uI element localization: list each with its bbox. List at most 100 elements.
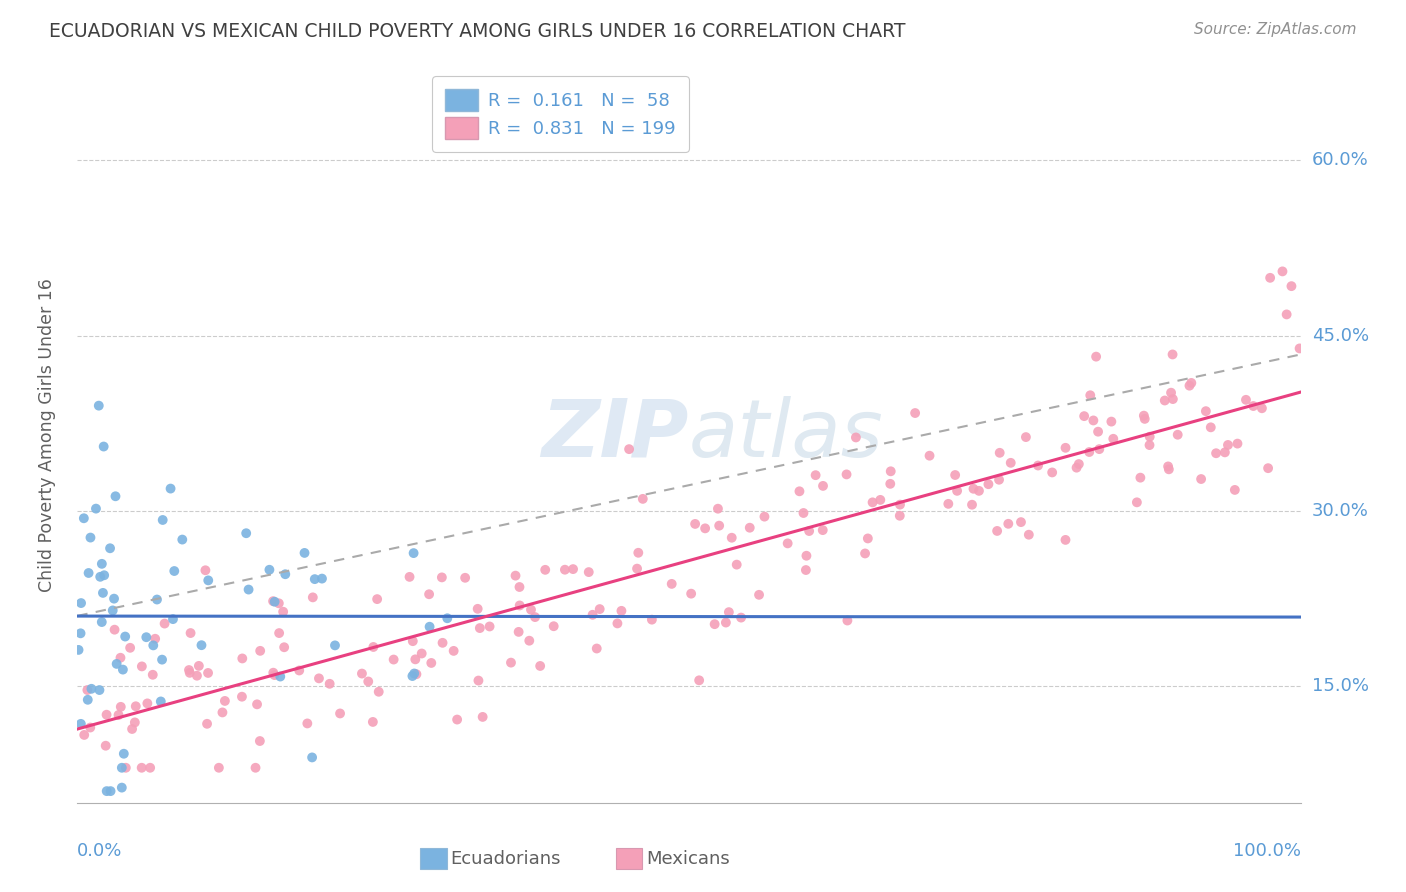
Point — [1234, 392, 1257, 407]
Text: 0.0%: 0.0% — [77, 842, 122, 860]
Point — [401, 669, 423, 683]
Point — [323, 639, 346, 653]
Point — [1275, 307, 1298, 321]
Point — [1083, 413, 1105, 427]
Point — [187, 659, 209, 673]
Point — [131, 761, 153, 775]
Point — [430, 570, 453, 584]
Point — [1223, 483, 1246, 497]
Text: 45.0%: 45.0% — [1312, 326, 1369, 344]
Point — [962, 482, 984, 496]
Point — [478, 619, 501, 633]
Point — [249, 644, 271, 658]
Point — [162, 612, 184, 626]
Point — [837, 614, 859, 628]
Point — [720, 531, 742, 545]
Point — [235, 526, 257, 541]
Point — [471, 710, 494, 724]
Point — [1178, 378, 1201, 392]
Point — [626, 561, 648, 575]
Point — [1066, 460, 1088, 475]
Point — [70, 596, 93, 610]
Point — [869, 492, 891, 507]
Point — [67, 643, 90, 657]
Point — [107, 708, 129, 723]
Point — [180, 626, 202, 640]
Point — [267, 596, 290, 610]
Point — [211, 706, 233, 720]
Point — [862, 495, 884, 509]
Point — [1126, 495, 1149, 509]
Point — [121, 722, 143, 736]
Point — [1189, 472, 1212, 486]
Point — [195, 716, 218, 731]
Point — [730, 610, 752, 624]
Point — [70, 717, 93, 731]
Text: Ecuadorians: Ecuadorians — [450, 850, 561, 868]
Point — [554, 563, 576, 577]
Point — [214, 694, 236, 708]
Point — [918, 449, 941, 463]
Point — [853, 546, 876, 560]
Point — [529, 659, 551, 673]
Point — [103, 591, 125, 606]
Point — [1161, 347, 1184, 361]
Point — [361, 714, 384, 729]
Point — [524, 610, 547, 624]
FancyBboxPatch shape — [616, 848, 643, 869]
Point — [111, 780, 134, 795]
Point — [1271, 264, 1294, 278]
Point — [508, 580, 530, 594]
Point — [988, 473, 1011, 487]
Point — [468, 621, 491, 635]
Point — [419, 620, 441, 634]
Point — [432, 636, 454, 650]
Point — [454, 571, 477, 585]
Point — [1015, 430, 1038, 444]
Point — [1205, 446, 1227, 460]
Point — [543, 619, 565, 633]
Point — [87, 399, 110, 413]
Point — [318, 677, 340, 691]
Point — [245, 761, 267, 775]
Point — [1257, 461, 1279, 475]
Point — [1102, 432, 1125, 446]
Point — [1040, 466, 1063, 480]
Point — [1213, 445, 1236, 459]
Text: ZIP: ZIP — [541, 396, 689, 474]
Point — [308, 671, 330, 685]
Point — [717, 605, 740, 619]
Point — [534, 563, 557, 577]
FancyBboxPatch shape — [420, 848, 447, 869]
Point — [794, 563, 817, 577]
Point — [159, 482, 181, 496]
Point — [606, 616, 628, 631]
Point — [1153, 393, 1175, 408]
Point — [811, 479, 834, 493]
Text: Source: ZipAtlas.com: Source: ZipAtlas.com — [1194, 22, 1357, 37]
Point — [404, 666, 426, 681]
Point — [231, 651, 253, 665]
Point — [112, 747, 135, 761]
Point — [1073, 409, 1095, 424]
Point — [1139, 430, 1161, 444]
Point — [398, 570, 420, 584]
Point — [103, 623, 125, 637]
Point — [76, 693, 98, 707]
Point — [186, 669, 208, 683]
Point — [79, 721, 101, 735]
Point — [1139, 438, 1161, 452]
Point — [73, 511, 96, 525]
Point — [835, 467, 858, 482]
Legend: R =  0.161   N =  58, R =  0.831   N = 199: R = 0.161 N = 58, R = 0.831 N = 199 — [433, 76, 689, 152]
Point — [89, 570, 111, 584]
Point — [904, 406, 927, 420]
Point — [879, 476, 901, 491]
Point — [89, 683, 111, 698]
Point — [90, 615, 112, 629]
Point — [101, 603, 124, 617]
Text: 30.0%: 30.0% — [1312, 502, 1368, 520]
Point — [578, 565, 600, 579]
Point — [350, 666, 373, 681]
Point — [311, 572, 333, 586]
